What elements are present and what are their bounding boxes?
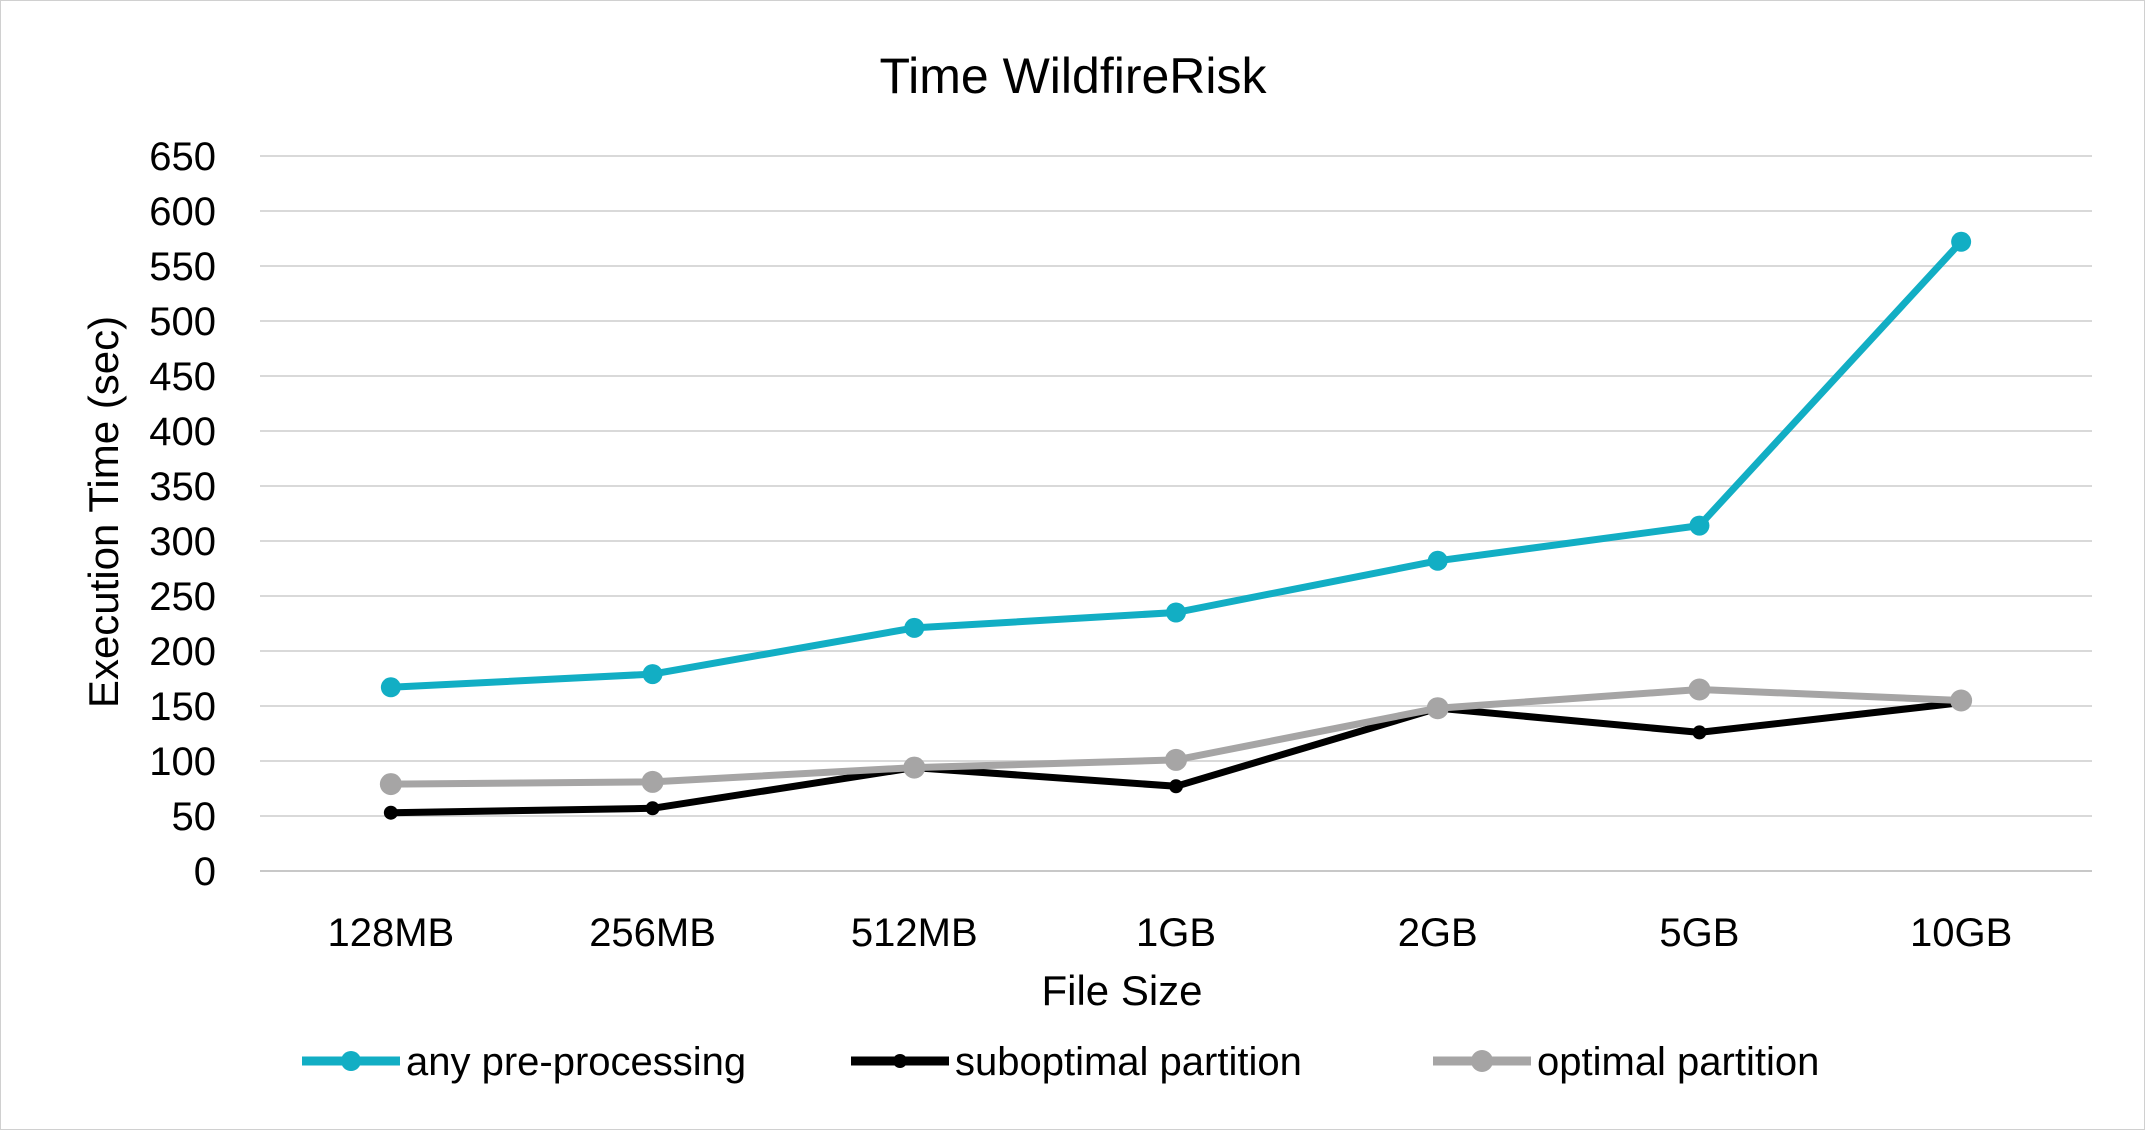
x-axis-title: File Size: [1041, 967, 1202, 1014]
x-tick-label: 128MB: [327, 911, 454, 955]
chart-title: Time WildfireRisk: [879, 48, 1267, 104]
data-point: [903, 756, 926, 779]
data-point: [1426, 697, 1449, 720]
data-point: [641, 770, 664, 793]
data-point: [1427, 550, 1448, 571]
y-tick-label: 400: [149, 410, 216, 454]
y-tick-label: 150: [149, 685, 216, 729]
y-tick-label: 500: [149, 300, 216, 344]
data-point: [379, 773, 402, 796]
x-axis-ticks: 128MB 256MB 512MB 1GB 2GB 5GB 10GB: [327, 911, 2012, 955]
y-tick-label: 600: [149, 190, 216, 234]
data-point: [1692, 725, 1707, 740]
x-tick-label: 5GB: [1659, 911, 1739, 955]
data-point: [1951, 231, 1972, 252]
x-tick-label: 1GB: [1136, 911, 1216, 955]
y-tick-label: 350: [149, 465, 216, 509]
grid-lines: [260, 155, 2092, 872]
y-tick-label: 0: [194, 850, 216, 894]
y-tick-label: 50: [172, 795, 217, 839]
x-tick-label: 512MB: [851, 911, 978, 955]
data-point: [904, 617, 925, 638]
data-point: [383, 805, 398, 820]
legend-swatch-marker: [341, 1051, 361, 1071]
data-point: [1689, 515, 1710, 536]
series-lines: [379, 231, 1973, 820]
legend-item: suboptimal partition: [851, 1040, 1302, 1084]
y-tick-label: 650: [149, 135, 216, 179]
y-axis-ticks: 0 50 100 150 200 250 300 350 400 450 500 550 600 650: [149, 135, 216, 894]
legend-swatch-marker: [893, 1054, 907, 1068]
legend-swatch-marker: [1471, 1050, 1493, 1072]
legend-item: optimal partition: [1433, 1040, 1819, 1084]
y-tick-label: 200: [149, 630, 216, 674]
data-point: [642, 664, 663, 685]
legend-item: any pre-processing: [302, 1040, 746, 1084]
legend-label: any pre-processing: [406, 1040, 746, 1084]
data-point: [1166, 602, 1186, 623]
data-point: [1950, 689, 1973, 712]
y-tick-label: 100: [149, 740, 216, 784]
y-tick-label: 250: [149, 575, 216, 619]
y-tick-label: 450: [149, 355, 216, 399]
y-tick-label: 550: [149, 245, 216, 289]
series-1: [380, 231, 1972, 698]
data-point: [1165, 748, 1187, 771]
x-tick-label: 10GB: [1910, 911, 2012, 955]
data-point: [1169, 779, 1183, 794]
data-point: [380, 677, 401, 698]
y-tick-label: 300: [149, 520, 216, 564]
legend-label: suboptimal partition: [955, 1040, 1302, 1084]
data-point: [645, 801, 660, 816]
y-axis-title: Execution Time (sec): [80, 316, 127, 708]
x-tick-label: 2GB: [1398, 911, 1478, 955]
legend-label: optimal partition: [1537, 1040, 1819, 1084]
x-tick-label: 256MB: [589, 911, 716, 955]
legend: any pre-processing suboptimal partition op…: [302, 1040, 1819, 1084]
series-3: [379, 678, 1973, 796]
data-point: [1688, 678, 1711, 701]
